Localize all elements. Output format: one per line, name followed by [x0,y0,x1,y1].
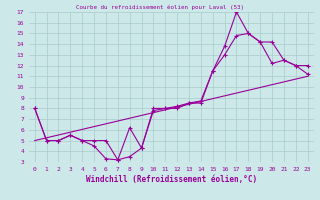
Text: Courbe du refroidissement éolien pour Laval (53): Courbe du refroidissement éolien pour La… [76,4,244,9]
X-axis label: Windchill (Refroidissement éolien,°C): Windchill (Refroidissement éolien,°C) [86,175,257,184]
